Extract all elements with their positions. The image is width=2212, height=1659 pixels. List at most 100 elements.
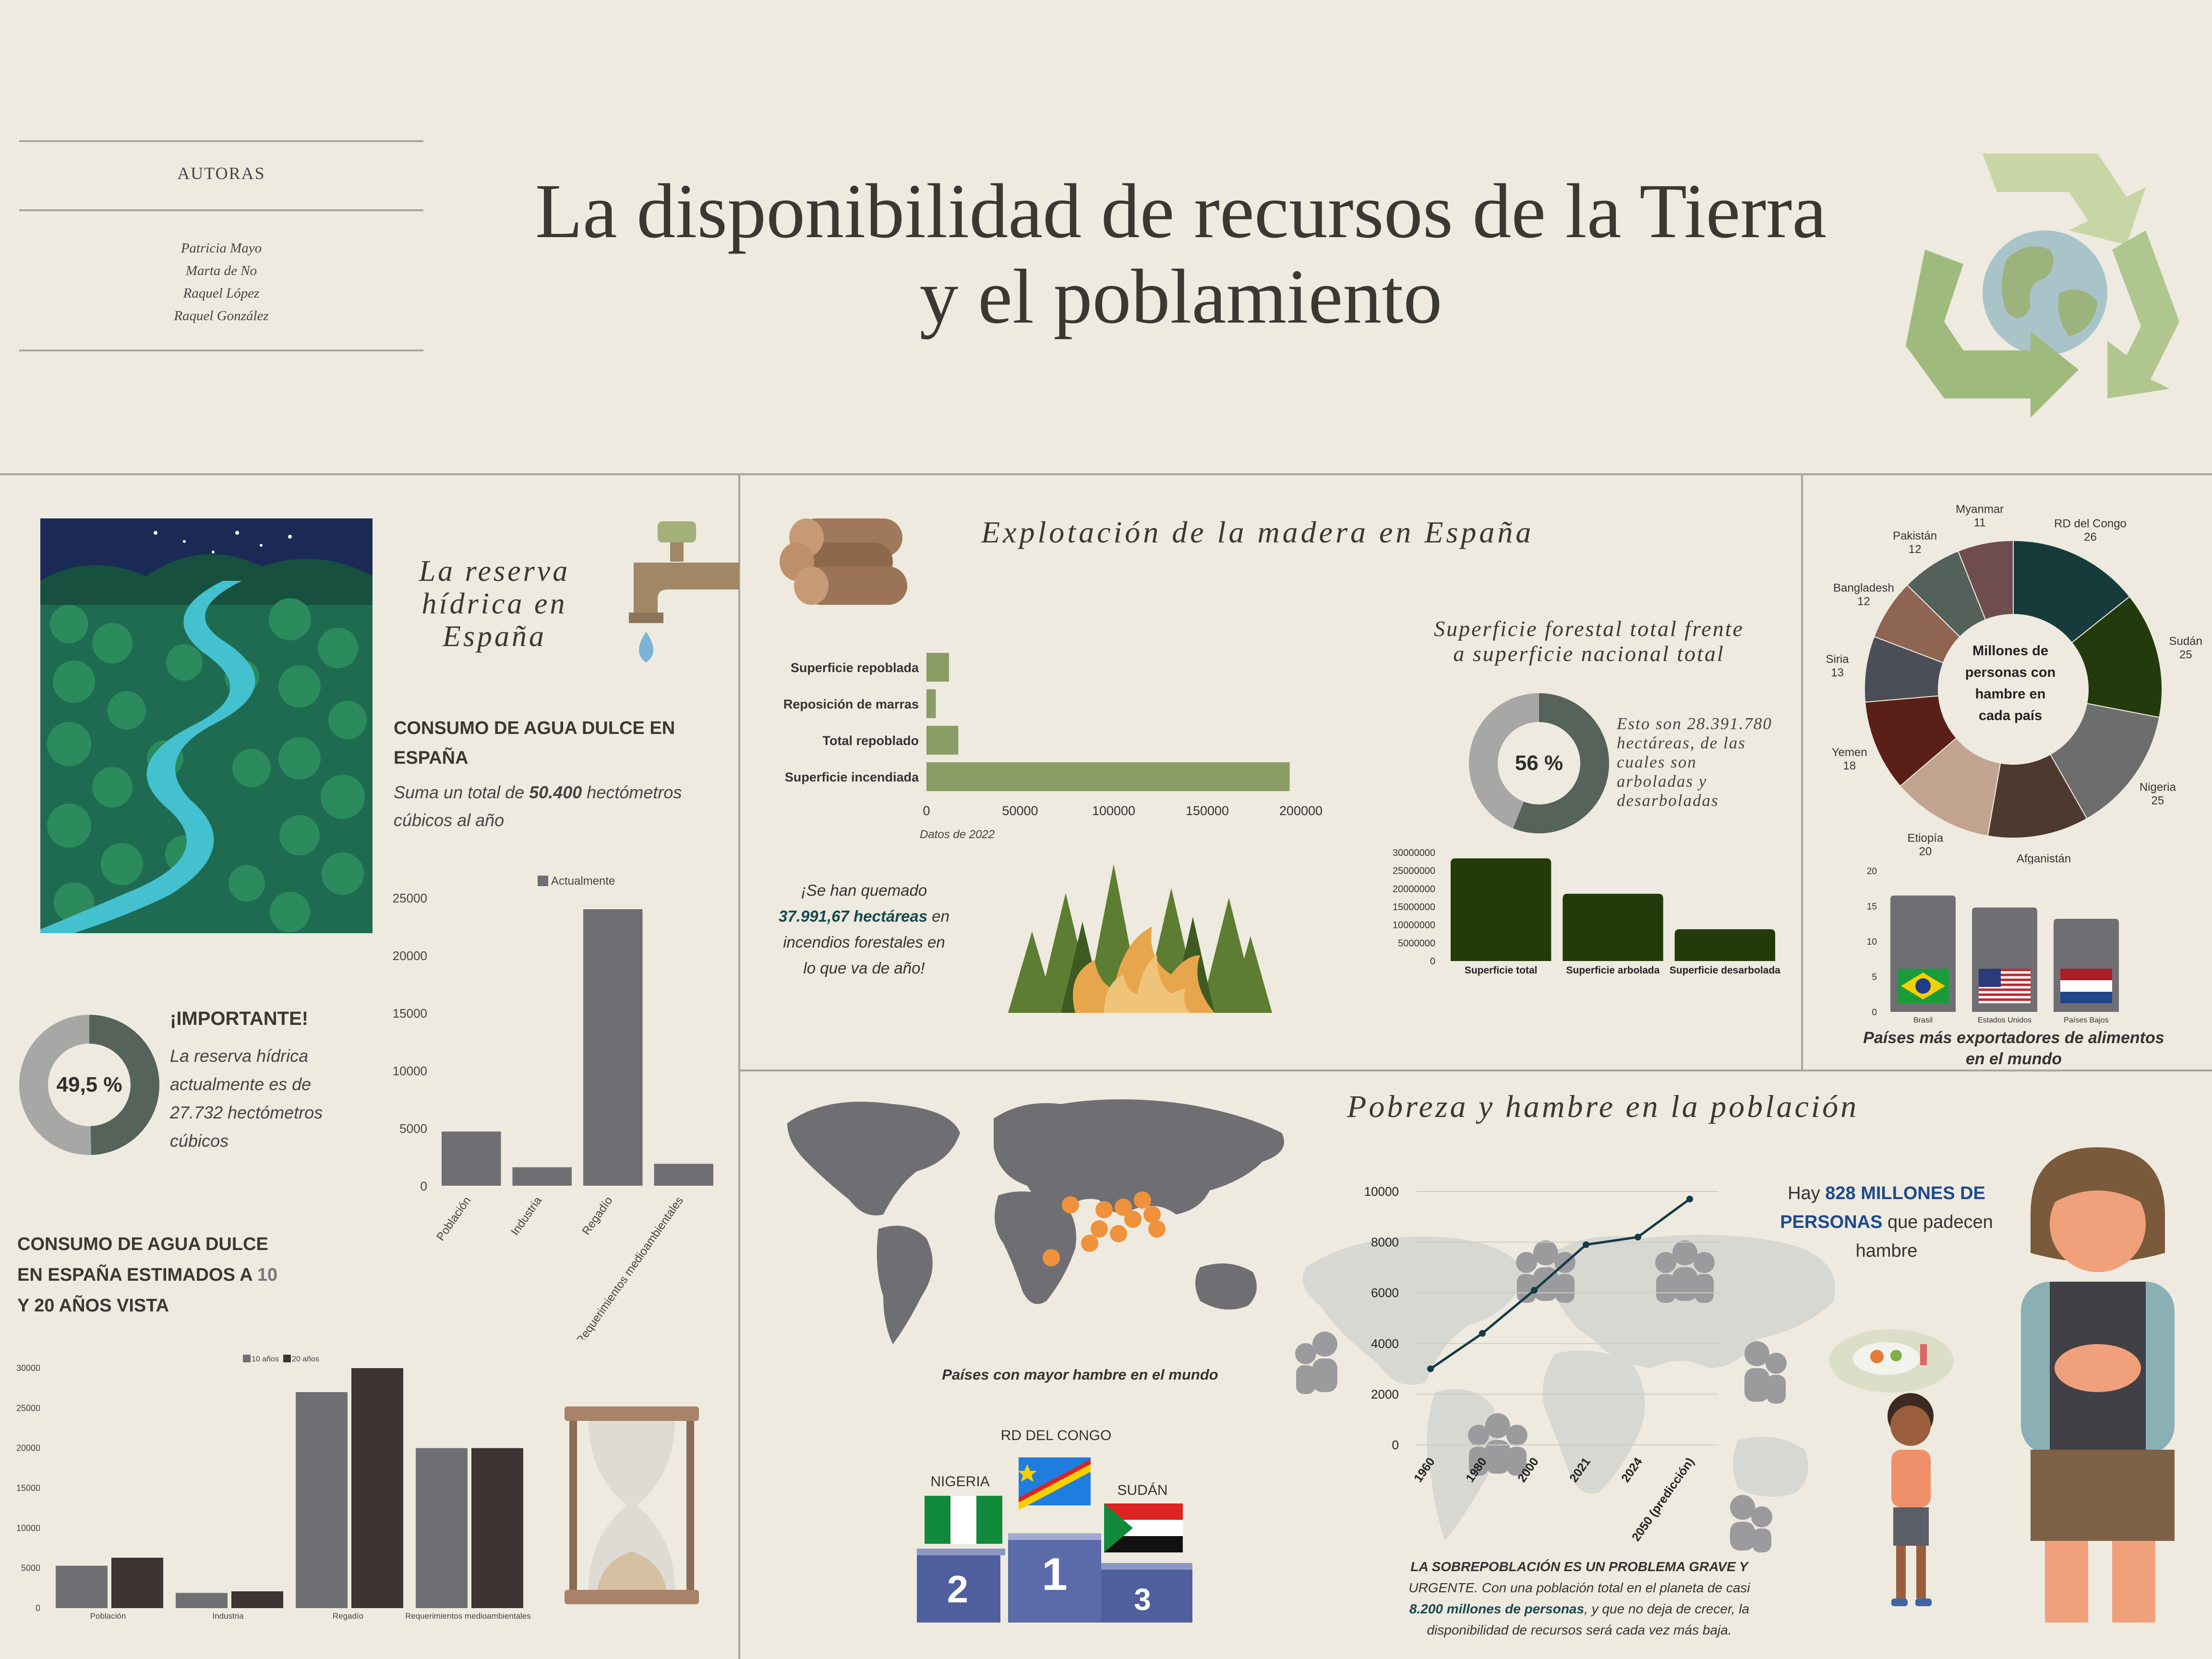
slice-value: 13 — [1831, 666, 1844, 679]
flag-sudan-icon — [1104, 1503, 1183, 1552]
divider — [19, 140, 423, 142]
text-line: arboladas y — [1617, 772, 1707, 791]
data-point — [1479, 1330, 1486, 1337]
bar — [351, 1368, 403, 1608]
bar — [111, 1558, 163, 1608]
flag-nigeria-icon — [925, 1496, 1002, 1544]
podium-third-label: SUDÁN — [1117, 1482, 1168, 1498]
river-forest-illustration — [40, 518, 373, 933]
podium-first-label: RD DEL CONGO — [1000, 1428, 1112, 1443]
author-name: Raquel González — [174, 308, 269, 324]
flag-part — [1979, 998, 2031, 1001]
legend-swatch — [283, 1355, 291, 1362]
y-tick-label: 6000 — [1371, 1286, 1399, 1300]
y-tick-label: 20000000 — [1393, 884, 1435, 894]
authors-label: AUTORAS — [177, 164, 265, 183]
bar — [926, 689, 936, 718]
x-tick-label: Población — [434, 1194, 474, 1243]
flag-part — [2060, 992, 2112, 1003]
y-tick-label: 15000000 — [1393, 902, 1435, 913]
faucet-icon — [629, 521, 739, 662]
data-line — [1430, 1198, 1691, 1370]
text-bold: 828 MILLONES DE PERSONAS — [1780, 1183, 1985, 1232]
x-tick-label: Requerimientos medioambientales — [405, 1611, 531, 1621]
forest-share-donut: 56 % — [1469, 693, 1609, 833]
divider — [19, 349, 423, 351]
bar — [176, 1593, 228, 1608]
y-tick-label: 5000000 — [1398, 938, 1435, 949]
bar — [56, 1565, 108, 1608]
x-tick-label: Población — [90, 1611, 126, 1621]
pie-center-label: Millones de personas con hambre en cada … — [1947, 640, 2074, 727]
y-tick-label: 30000000 — [1393, 848, 1435, 858]
bar — [1563, 893, 1663, 961]
heading-line: Y 20 AÑOS VISTA — [17, 1296, 169, 1316]
caption-line: Países más exportadores de alimentos — [1863, 1029, 2164, 1047]
flag-part — [2060, 969, 2112, 980]
logs-icon — [780, 518, 907, 605]
pie-slice — [2071, 596, 2163, 718]
pie-slice — [2013, 540, 2130, 644]
text-line: desarboladas — [1617, 791, 1719, 810]
slice-value: 25 — [2179, 648, 2192, 661]
bar — [296, 1392, 348, 1608]
x-tick-label: Regadío — [333, 1611, 363, 1621]
bar — [231, 1591, 283, 1608]
title-line: España — [443, 620, 546, 653]
divider — [0, 473, 2212, 475]
donut-label: 56 % — [1515, 751, 1563, 775]
x-tick-label: 2024 — [1619, 1455, 1645, 1485]
y-tick-label: Superficie repoblada — [791, 661, 919, 675]
forest-surface-chart: 0 5000000 10000000 15000000 20000000 25000000… — [1393, 848, 1780, 976]
text-line: Esto son 28.391.780 — [1617, 714, 1772, 733]
y-tick-label: 0 — [1872, 1008, 1877, 1018]
flag-usa-icon — [1979, 969, 2031, 1003]
text-bold: 37.991,67 hectáreas — [779, 907, 928, 925]
text-line: disponibilidad de recursos será cada vez… — [1427, 1623, 1732, 1637]
text: que padecen hambre — [1855, 1212, 1993, 1261]
important-heading: ¡IMPORTANTE! — [170, 1008, 309, 1029]
slice-label: Etiopía — [1907, 831, 1943, 844]
pie-slice — [1957, 540, 2014, 621]
y-tick-label: 15000 — [16, 1483, 40, 1493]
x-tick-label: Superficie arbolada — [1566, 965, 1660, 976]
map-caption: Países con mayor hambre en el mundo — [942, 1366, 1218, 1383]
water-reserve-donut: 49,5 % — [19, 1015, 159, 1155]
legend-label: Actualmente — [551, 875, 615, 888]
overpopulation-text: LA SOBREPOBLACIÓN ES UN PROBLEMA GRAVE Y… — [1363, 1556, 1795, 1641]
hourglass-icon — [565, 1407, 699, 1604]
flag-part — [1979, 974, 2031, 976]
people-hunger-text: Hay 828 MILLONES DE PERSONAS que padecen… — [1771, 1179, 2002, 1265]
y-tick-label: 20 — [1867, 866, 1877, 877]
exporters-caption: Países más exportadores de alimentos en … — [1839, 1027, 2189, 1070]
author-name: Patricia Mayo — [180, 240, 262, 256]
title-line: y el poblamiento — [919, 254, 1443, 340]
x-tick-label: 2021 — [1567, 1455, 1593, 1485]
map-pin-icon — [1043, 1191, 1166, 1266]
chart-note: Datos de 2022 — [920, 828, 995, 841]
y-tick-label: 8000 — [1371, 1235, 1399, 1250]
text-bold: 50.400 — [529, 782, 582, 802]
x-tick-label: 1960 — [1411, 1455, 1438, 1485]
data-point — [1531, 1286, 1538, 1294]
burned-text: ¡Se han quemado 37.991,67 hectáreas en i… — [758, 878, 970, 981]
y-tick-label: 25000 — [393, 891, 427, 905]
water-future-chart: 0 5000 10000 15000 20000 25000 30000 10 años 20 … — [16, 1355, 531, 1621]
bar — [416, 1448, 468, 1608]
title-line: Superficie forestal total frente — [1434, 616, 1744, 641]
x-tick-label: 150000 — [1186, 804, 1229, 818]
y-tick-label: Superficie incendiada — [785, 770, 919, 784]
bar — [926, 726, 959, 755]
bar — [654, 1164, 713, 1186]
x-tick-label: 1980 — [1463, 1455, 1490, 1485]
title-line: La reserva — [419, 555, 570, 588]
title-line: a superficie nacional total — [1453, 641, 1725, 666]
text-line: lo que va de año! — [803, 959, 925, 977]
heading-number: 10 — [257, 1265, 277, 1285]
x-tick-label: Superficie desarbolada — [1670, 965, 1780, 976]
flag-part — [1979, 969, 2001, 987]
flag-netherlands-icon — [2060, 969, 2112, 1003]
label-line: personas con — [1965, 665, 2056, 680]
bar — [442, 1131, 501, 1186]
text: Hay — [1788, 1183, 1826, 1203]
